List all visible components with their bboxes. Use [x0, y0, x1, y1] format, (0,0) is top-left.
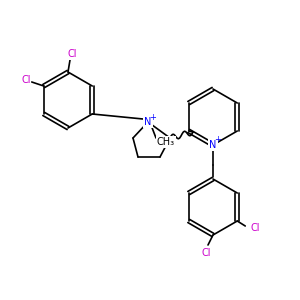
Text: Cl: Cl: [201, 248, 211, 258]
Text: N: N: [209, 140, 217, 150]
Text: Cl: Cl: [250, 223, 260, 233]
Text: N: N: [144, 117, 152, 127]
Text: Cl: Cl: [21, 75, 31, 85]
Text: Cl: Cl: [67, 49, 77, 59]
Text: CH₃: CH₃: [157, 137, 175, 147]
Text: +: +: [150, 112, 156, 122]
Text: +: +: [214, 136, 221, 145]
